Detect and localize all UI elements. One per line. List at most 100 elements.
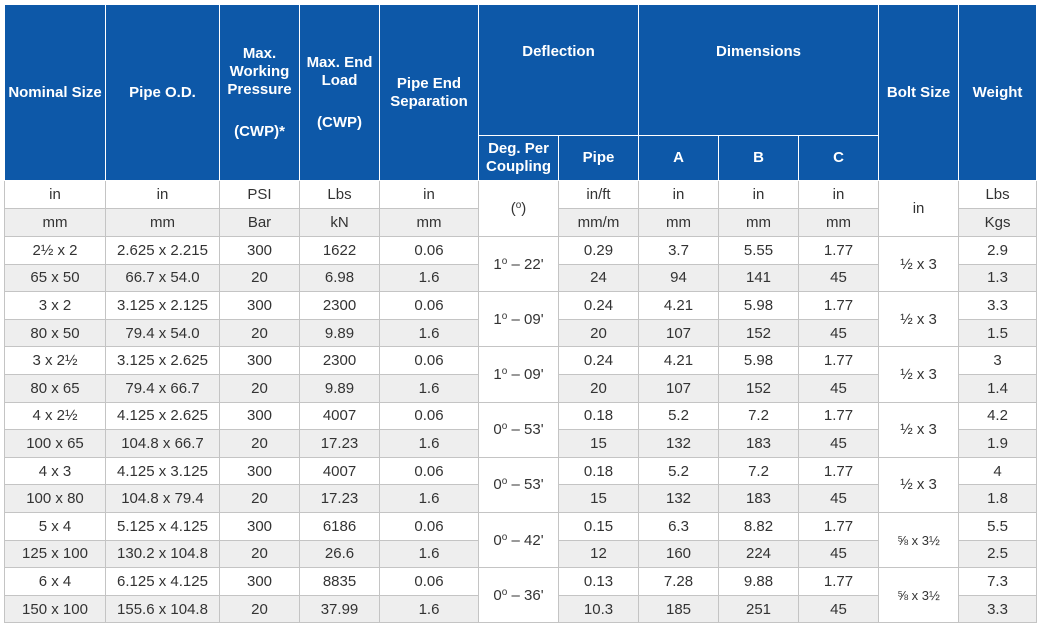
cell-imperial-end-load: 1622 [299,236,380,265]
unit-row-metric: mm mm Bar kN mm mm/m mm mm mm Kgs [4,208,1038,237]
cell-metric-pressure: 20 [219,594,300,623]
header-nominal-size: Nominal Size [4,4,106,181]
unit-imperial-deflection-pipe: in/ft [557,180,640,209]
cell-metric-separation: 1.6 [379,594,479,623]
cell-metric-pipe-od: 130.2 x 104.8 [105,539,220,569]
minutes-value: – 53' [507,421,544,439]
cell-imperial-dim-b: 5.55 [718,236,800,265]
table-row: 6 x 4 6.125 x 4.125 300 8835 0.06 0o – 36' 0.1… [4,567,1038,623]
cell-imperial-weight: 3 [958,346,1038,375]
cell-imperial-pipe-od: 4.125 x 2.625 [105,401,220,431]
deg-value: 0 [493,476,502,494]
header-dimensions: Dimensions [638,4,880,136]
cell-metric-dim-c: 45 [798,539,880,569]
cell-imperial-weight: 7.3 [958,567,1038,596]
cell-metric-pressure: 20 [219,539,300,569]
cell-metric-weight: 2.5 [958,539,1038,569]
cell-imperial-weight: 5.5 [958,511,1038,541]
cell-imperial-separation: 0.06 [379,346,479,375]
cell-metric-nominal-size: 80 x 65 [4,373,106,403]
cell-metric-dim-c: 45 [798,318,880,348]
cell-metric-dim-a: 132 [638,429,720,458]
table-row: 65 x 50 66.7 x 54.0 20 6.98 1.6 24 94 141 45 1.3 [4,263,1038,293]
cell-metric-end-load: 26.6 [299,539,380,569]
cell-metric-pressure: 20 [219,484,300,513]
cell-imperial-dim-a: 5.2 [638,456,720,486]
cell-imperial-weight: 2.9 [958,236,1038,265]
cell-metric-end-load: 9.89 [299,373,380,403]
cell-imperial-deflection-pipe: 0.29 [557,236,640,265]
cell-imperial-weight: 3.3 [958,291,1038,320]
cell-imperial-nominal-size: 6 x 4 [4,567,106,596]
header-max-working-pressure-unit: (CWP)* [234,122,285,140]
cell-metric-deflection-pipe: 20 [557,318,640,348]
header-max-working-pressure-label: Max. Working Pressure [227,44,292,98]
cell-metric-dim-a: 94 [638,263,720,293]
cell-metric-dim-a: 107 [638,373,720,403]
bolt-size-cell: ½ x 3 [878,346,960,403]
cell-metric-end-load: 17.23 [299,484,380,513]
cell-metric-dim-b: 141 [718,263,800,293]
cell-metric-dim-a: 132 [638,484,720,513]
cell-imperial-dim-a: 7.28 [638,567,720,596]
cell-imperial-pipe-od: 3.125 x 2.125 [105,291,220,320]
cell-metric-weight: 1.9 [958,429,1038,458]
cell-imperial-dim-c: 1.77 [798,346,880,375]
header-deg-per-coupling: Deg. Per Coupling [478,135,559,181]
cell-imperial-deflection-pipe: 0.18 [557,401,640,431]
cell-imperial-nominal-size: 4 x 3 [4,456,106,486]
bolt-size-cell: ½ x 3 [878,291,960,348]
cell-metric-end-load: 37.99 [299,594,380,623]
cell-metric-deflection-pipe: 15 [557,429,640,458]
unit-metric-end-load: kN [299,208,380,237]
cell-metric-pressure: 20 [219,318,300,348]
cell-metric-end-load: 17.23 [299,429,380,458]
unit-bolt-size: in [878,180,960,237]
cell-metric-pipe-od: 66.7 x 54.0 [105,263,220,293]
header-max-end-load: Max. End Load (CWP) [299,4,380,181]
table-header: Nominal Size Pipe O.D. Max. Working Pres… [4,4,1038,181]
table-row: 3 x 2½ 3.125 x 2.625 300 2300 0.06 1o – 09' 0.… [4,346,1038,403]
cell-imperial-dim-b: 8.82 [718,511,800,541]
unit-metric-pipe-od: mm [105,208,220,237]
cell-metric-dim-b: 152 [718,318,800,348]
cell-metric-nominal-size: 150 x 100 [4,594,106,623]
cell-imperial-pressure: 300 [219,346,300,375]
cell-imperial-end-load: 4007 [299,456,380,486]
cell-imperial-nominal-size: 2½ x 2 [4,236,106,265]
deg-value: 1 [493,255,502,273]
cell-imperial-nominal-size: 3 x 2 [4,291,106,320]
cell-metric-dim-a: 160 [638,539,720,569]
cell-metric-weight: 1.5 [958,318,1038,348]
unit-metric-dim-c: mm [798,208,880,237]
cell-imperial-dim-a: 4.21 [638,346,720,375]
cell-metric-weight: 1.3 [958,263,1038,293]
deg-per-coupling-cell: 0o – 42' [478,511,559,569]
cell-imperial-nominal-size: 5 x 4 [4,511,106,541]
cell-imperial-end-load: 2300 [299,346,380,375]
header-max-end-load-label: Max. End Load [306,53,373,89]
cell-metric-deflection-pipe: 12 [557,539,640,569]
cell-imperial-dim-a: 4.21 [638,291,720,320]
cell-imperial-dim-c: 1.77 [798,567,880,596]
deg-value: 1 [493,310,502,328]
unit-metric-separation: mm [379,208,479,237]
cell-imperial-dim-b: 7.2 [718,456,800,486]
table-row: 100 x 65 104.8 x 66.7 20 17.23 1.6 15 132 183 45… [4,429,1038,458]
cell-metric-dim-a: 107 [638,318,720,348]
cell-metric-nominal-size: 125 x 100 [4,539,106,569]
cell-imperial-separation: 0.06 [379,511,479,541]
cell-imperial-end-load: 2300 [299,291,380,320]
cell-imperial-pipe-od: 5.125 x 4.125 [105,511,220,541]
cell-imperial-end-load: 4007 [299,401,380,431]
unit-metric-pressure: Bar [219,208,300,237]
cell-metric-deflection-pipe: 10.3 [557,594,640,623]
header-weight: Weight [958,4,1038,181]
unit-imperial-dim-a: in [638,180,720,209]
table-row: 4 x 2½ 4.125 x 2.625 300 4007 0.06 0o – 53' 0.… [4,401,1038,458]
cell-imperial-deflection-pipe: 0.15 [557,511,640,541]
cell-imperial-deflection-pipe: 0.13 [557,567,640,596]
unit-metric-dim-b: mm [718,208,800,237]
cell-metric-end-load: 9.89 [299,318,380,348]
cell-imperial-separation: 0.06 [379,291,479,320]
